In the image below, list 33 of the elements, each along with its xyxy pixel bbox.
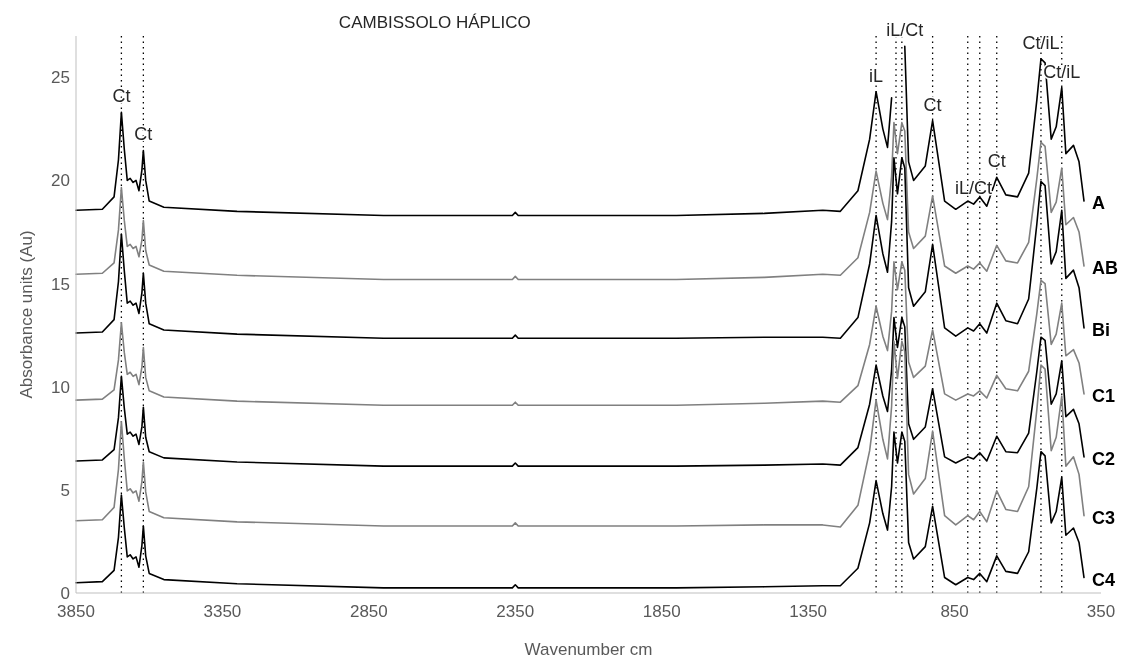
series-label: Bi bbox=[1092, 319, 1111, 340]
y-tick-label: 25 bbox=[51, 68, 70, 88]
annotation: Ct bbox=[112, 86, 131, 107]
x-tick-label: 3850 bbox=[57, 602, 95, 621]
series-label: C2 bbox=[1092, 448, 1116, 469]
chart-title: CAMBISSOLO HÁPLICO bbox=[338, 13, 531, 32]
series-label: C4 bbox=[1092, 569, 1116, 590]
series-label: AB bbox=[1092, 258, 1119, 279]
y-axis-title: Absorbance units (Au) bbox=[17, 230, 36, 399]
x-tick-label: 1850 bbox=[642, 602, 681, 621]
series-label: C3 bbox=[1092, 507, 1116, 528]
x-tick-label: 2350 bbox=[496, 602, 535, 621]
annotation: Ct bbox=[987, 151, 1006, 172]
annotation: Ct bbox=[134, 124, 153, 145]
y-tick-label: 20 bbox=[51, 171, 70, 191]
y-tick-label: 15 bbox=[51, 274, 70, 294]
series-label: C1 bbox=[1092, 385, 1116, 406]
annotation: Ct bbox=[923, 94, 942, 115]
y-tick-label: 0 bbox=[60, 583, 70, 603]
x-tick-label: 1350 bbox=[789, 602, 828, 621]
series-label: A bbox=[1092, 193, 1106, 214]
annotation: iL/Ct bbox=[955, 178, 993, 199]
x-tick-label: 350 bbox=[1086, 602, 1116, 621]
y-tick-label: 5 bbox=[60, 480, 70, 500]
y-tick-label: 10 bbox=[51, 377, 70, 397]
annotation: iL/Ct bbox=[886, 20, 924, 41]
annotation: iL bbox=[869, 65, 884, 86]
x-tick-label: 3350 bbox=[203, 602, 242, 621]
x-axis-title: Wavenumber cm bbox=[524, 640, 653, 659]
annotation: Ct/iL bbox=[1022, 32, 1060, 53]
line-series bbox=[75, 121, 1085, 281]
x-tick-label: 850 bbox=[940, 602, 969, 621]
x-tick-label: 2850 bbox=[349, 602, 388, 621]
